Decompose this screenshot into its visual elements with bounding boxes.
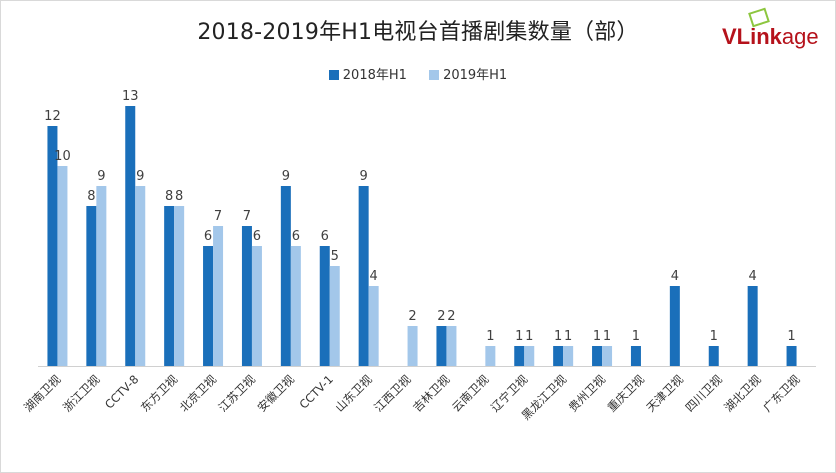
- data-label-2019-7: 5: [331, 249, 339, 264]
- category-label-9: 江西卫视: [371, 372, 414, 415]
- bar-2018-15[interactable]: [630, 346, 641, 366]
- data-label-2018-14: 1: [593, 329, 601, 344]
- bar-2018-0[interactable]: [47, 126, 58, 366]
- category-label-5: 江苏卫视: [216, 372, 259, 415]
- bar-2018-13[interactable]: [553, 346, 564, 366]
- data-label-2019-14: 1: [603, 329, 611, 344]
- logo-bold-text: VLink: [722, 24, 782, 49]
- bar-2019-10[interactable]: [446, 326, 457, 366]
- bar-2019-8[interactable]: [368, 286, 379, 366]
- bar-2018-16[interactable]: [669, 286, 680, 366]
- bar-2018-3[interactable]: [164, 206, 175, 366]
- category-label-11: 云南卫视: [449, 372, 492, 415]
- legend-swatch-2019: [429, 70, 440, 80]
- category-label-10: 吉林卫视: [410, 372, 453, 415]
- bar-2018-1[interactable]: [86, 206, 97, 366]
- category-label-7: CCTV-1: [296, 372, 335, 411]
- data-label-2019-9: 2: [408, 309, 416, 324]
- category-label-15: 重庆卫视: [605, 372, 648, 415]
- bar-2019-11[interactable]: [485, 346, 496, 366]
- data-label-2019-1: 9: [97, 169, 105, 184]
- data-label-2019-2: 9: [136, 169, 144, 184]
- data-label-2018-2: 13: [122, 89, 139, 104]
- bar-2018-17[interactable]: [708, 346, 719, 366]
- legend-item-2019[interactable]: 2019年H1: [429, 64, 507, 83]
- bar-2019-5[interactable]: [251, 246, 262, 366]
- data-label-2019-6: 6: [292, 229, 300, 244]
- category-label-18: 湖北卫视: [721, 372, 764, 415]
- data-label-2018-8: 9: [360, 169, 368, 184]
- data-label-2019-10: 2: [447, 309, 455, 324]
- chart-title: 2018-2019年H1电视台首播剧集数量（部）: [197, 20, 639, 45]
- data-label-2018-12: 1: [515, 329, 523, 344]
- bar-2019-9[interactable]: [407, 326, 418, 366]
- category-label-19: 广东卫视: [760, 372, 803, 415]
- legend: 2018年H1 2019年H1: [0, 64, 836, 83]
- category-label-2: CCTV-8: [102, 372, 141, 411]
- data-label-2018-15: 1: [632, 329, 640, 344]
- category-label-3: 东方卫视: [138, 372, 181, 415]
- data-label-2019-11: 1: [486, 329, 494, 344]
- category-label-1: 浙江卫视: [60, 372, 103, 415]
- bar-2018-5[interactable]: [241, 226, 252, 366]
- bar-2019-2[interactable]: [135, 186, 146, 366]
- category-label-0: 湖南卫视: [21, 372, 64, 415]
- data-label-2019-0: 10: [54, 149, 71, 164]
- category-label-8: 山东卫视: [332, 372, 375, 415]
- bar-2018-10[interactable]: [436, 326, 447, 366]
- bar-2018-2[interactable]: [125, 106, 136, 366]
- legend-label-2019: 2019年H1: [443, 68, 508, 83]
- data-label-2018-13: 1: [554, 329, 562, 344]
- bar-2018-12[interactable]: [514, 346, 525, 366]
- data-label-2018-0: 12: [44, 109, 61, 124]
- data-label-2019-13: 1: [564, 329, 572, 344]
- bar-2019-12[interactable]: [524, 346, 535, 366]
- bar-2019-14[interactable]: [602, 346, 613, 366]
- data-label-2018-6: 9: [282, 169, 290, 184]
- data-label-2018-3: 8: [165, 189, 173, 204]
- bar-2018-7[interactable]: [319, 246, 330, 366]
- data-label-2018-18: 4: [749, 269, 757, 284]
- bar-2019-0[interactable]: [57, 166, 68, 366]
- data-label-2018-17: 1: [710, 329, 718, 344]
- data-label-2019-3: 8: [175, 189, 183, 204]
- bar-2018-6[interactable]: [280, 186, 291, 366]
- category-label-14: 贵州卫视: [566, 372, 609, 415]
- bar-2018-14[interactable]: [592, 346, 603, 366]
- data-label-2019-8: 4: [370, 269, 378, 284]
- legend-label-2018: 2018年H1: [342, 68, 407, 83]
- category-label-17: 四川卫视: [682, 372, 725, 415]
- data-label-2019-4: 7: [214, 209, 222, 224]
- bar-2019-7[interactable]: [329, 266, 340, 366]
- category-label-6: 安徽卫视: [255, 372, 298, 415]
- bar-2019-13[interactable]: [563, 346, 574, 366]
- data-label-2018-1: 8: [87, 189, 95, 204]
- legend-item-2018[interactable]: 2018年H1: [328, 64, 407, 83]
- bar-2019-1[interactable]: [96, 186, 107, 366]
- data-label-2018-16: 4: [671, 269, 679, 284]
- data-label-2018-7: 6: [321, 229, 329, 244]
- data-label-2018-5: 7: [243, 209, 251, 224]
- data-label-2018-19: 1: [787, 329, 795, 344]
- bar-2019-4[interactable]: [213, 226, 224, 366]
- data-label-2019-12: 1: [525, 329, 533, 344]
- category-label-16: 天津卫视: [644, 372, 687, 415]
- bar-2019-6[interactable]: [290, 246, 301, 366]
- bar-2019-3[interactable]: [174, 206, 185, 366]
- logo-rest-text: age: [781, 24, 819, 49]
- category-label-4: 北京卫视: [177, 372, 220, 415]
- vlinkage-logo: VLinkage: [722, 24, 819, 50]
- bar-2018-4[interactable]: [203, 246, 214, 366]
- bar-2018-18[interactable]: [747, 286, 758, 366]
- data-label-2018-10: 2: [437, 309, 445, 324]
- legend-swatch-2018: [328, 70, 339, 80]
- bar-2018-19[interactable]: [786, 346, 797, 366]
- data-label-2018-4: 6: [204, 229, 212, 244]
- bar-2018-8[interactable]: [358, 186, 369, 366]
- data-label-2019-5: 6: [253, 229, 261, 244]
